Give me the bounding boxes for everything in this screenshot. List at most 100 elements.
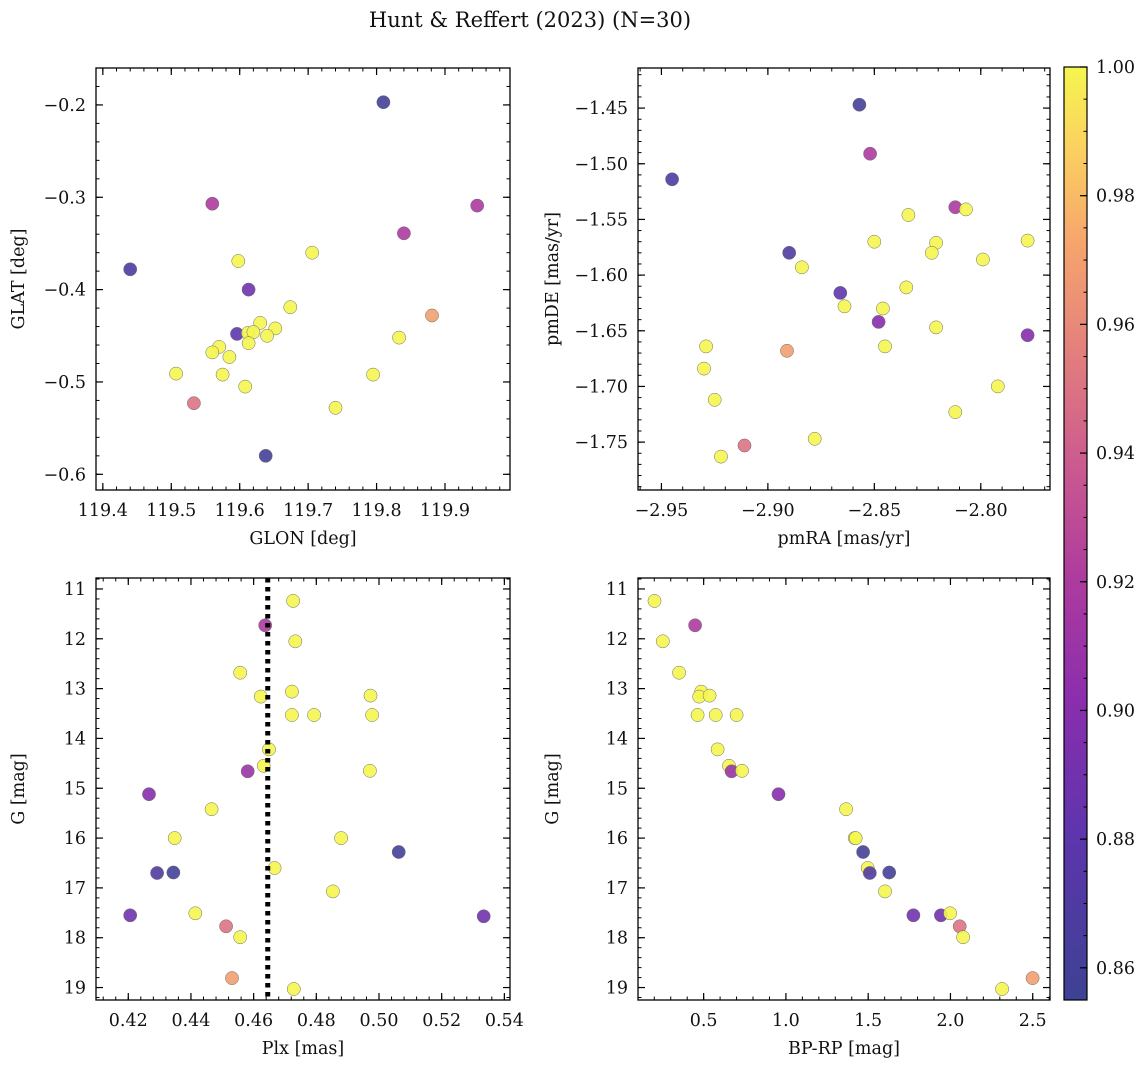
colorbar-tick-label: 0.88 xyxy=(1096,830,1135,850)
scatter-point xyxy=(205,196,220,211)
scatter-point xyxy=(863,146,877,161)
scatter-point xyxy=(710,742,725,757)
x-tick-label: 0.52 xyxy=(422,1011,461,1031)
colorbar-tick-label: 0.96 xyxy=(1096,315,1135,335)
scatter-point xyxy=(714,449,728,464)
x-tick-label: 119.7 xyxy=(283,501,333,521)
y-tick-label: 19 xyxy=(64,979,86,999)
x-tick-label: 119.9 xyxy=(420,501,470,521)
y-tick-label: −0.2 xyxy=(44,96,87,116)
scatter-point xyxy=(225,971,239,985)
scatter-point xyxy=(334,831,348,845)
x-tick-label: 0.46 xyxy=(234,1011,273,1031)
scatter-point xyxy=(258,618,273,633)
scatter-point xyxy=(856,845,870,859)
y-tick-label: 18 xyxy=(606,929,628,949)
y-tick-label: −0.5 xyxy=(44,373,87,393)
scatter-point xyxy=(707,392,722,407)
scatter-point xyxy=(425,308,439,323)
scatter-point xyxy=(363,763,377,778)
y-axis-label: G [mag] xyxy=(9,753,29,824)
scatter-point xyxy=(241,282,256,297)
scatter-point xyxy=(476,909,491,924)
x-tick-label: 0.5 xyxy=(690,1011,718,1031)
scatter-panel-2: −2.95 −2.90 −2.85 −2.80 −1.45 −1.50 −1.55 −1.60… xyxy=(543,67,1051,549)
scatter-point xyxy=(708,708,723,722)
scatter-point xyxy=(995,982,1009,996)
scatter-point xyxy=(258,448,273,463)
y-tick-label: 15 xyxy=(64,779,86,799)
y-tick-label: 14 xyxy=(64,729,86,749)
scatter-point xyxy=(238,379,253,394)
scatter-point xyxy=(901,208,916,222)
scatter-point xyxy=(169,366,183,381)
scatter-point xyxy=(665,172,679,187)
scatter-point xyxy=(363,688,378,703)
scatter-point xyxy=(241,336,256,351)
x-tick-label: 119.4 xyxy=(78,501,128,521)
x-tick-label: −2.90 xyxy=(741,501,795,521)
colorbar-tick-label: 0.90 xyxy=(1096,701,1135,721)
scatter-point xyxy=(285,708,299,722)
scatter-point xyxy=(833,286,848,300)
scatter-point xyxy=(326,884,340,899)
scatter-point xyxy=(699,339,713,354)
y-tick-label: 19 xyxy=(606,979,628,999)
x-axis-label: Plx [mas] xyxy=(262,1039,344,1059)
scatter-point xyxy=(215,367,230,382)
scatter-point xyxy=(906,908,921,923)
axes-frame xyxy=(95,67,511,491)
y-axis-label: G [mag] xyxy=(543,753,563,824)
y-tick-label: 12 xyxy=(64,630,86,650)
scatter-point xyxy=(222,350,237,364)
scatter-point xyxy=(328,400,343,415)
colorbar-tick-label: 0.98 xyxy=(1096,187,1135,207)
colorbar-tick-label: 1.00 xyxy=(1096,58,1135,78)
colorbar: 0.86 0.88 0.90 0.92 0.94 0.96 0.98 1.00 xyxy=(1063,58,1135,1001)
scatter-point xyxy=(123,908,138,923)
scatter-point xyxy=(878,339,892,354)
scatter-point xyxy=(123,262,138,277)
x-tick-label: −2.80 xyxy=(954,501,1008,521)
y-tick-label: −1.70 xyxy=(574,377,628,397)
axes-frame xyxy=(637,577,1051,1001)
scatter-point xyxy=(807,431,822,446)
y-tick-label: 16 xyxy=(606,829,628,849)
scatter-point xyxy=(735,763,749,778)
scatter-point xyxy=(924,245,939,260)
scatter-point xyxy=(837,299,852,314)
y-tick-label: −1.60 xyxy=(574,266,628,286)
scatter-point xyxy=(795,260,809,275)
scatter-point xyxy=(233,930,248,945)
scatter-point xyxy=(976,252,990,267)
scatter-point xyxy=(150,866,164,880)
scatter-point xyxy=(283,300,298,315)
x-tick-label: 119.5 xyxy=(146,501,196,521)
scatter-point xyxy=(697,361,711,376)
scatter-point xyxy=(142,787,156,802)
y-tick-label: −0.4 xyxy=(44,281,87,301)
scatter-point xyxy=(882,865,897,880)
y-tick-label: 16 xyxy=(64,829,86,849)
scatter-point xyxy=(307,708,321,722)
x-tick-label: 2.5 xyxy=(1019,1011,1047,1031)
scatter-point xyxy=(167,831,182,845)
y-axis-label: GLAT [deg] xyxy=(9,229,29,330)
scatter-point xyxy=(929,320,943,335)
axes-frame xyxy=(95,577,511,1001)
scatter-point xyxy=(959,202,973,217)
scatter-point xyxy=(990,379,1005,394)
scatter-point xyxy=(871,315,886,329)
x-axis-label: pmRA [mas/yr] xyxy=(778,529,911,549)
scatter-point xyxy=(204,802,219,817)
x-tick-label: 119.8 xyxy=(352,501,402,521)
y-tick-label: 18 xyxy=(64,929,86,949)
scatter-point xyxy=(288,634,303,649)
scatter-point xyxy=(782,245,797,260)
y-tick-label: 17 xyxy=(606,879,628,899)
x-tick-label: 119.6 xyxy=(215,501,265,521)
x-tick-label: 0.44 xyxy=(171,1011,210,1031)
scatter-point xyxy=(876,301,890,316)
scatter-point xyxy=(392,330,406,345)
x-axis-label: BP-RP [mag] xyxy=(788,1039,900,1059)
